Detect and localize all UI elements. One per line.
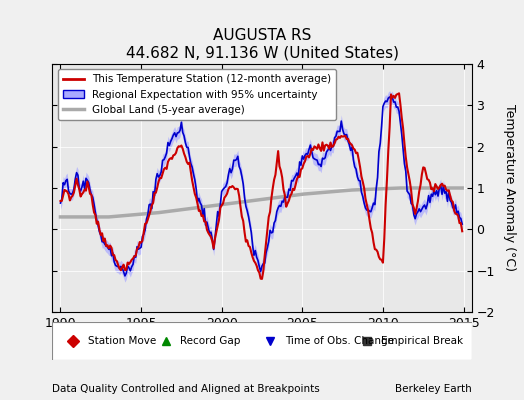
Legend: This Temperature Station (12-month average), Regional Expectation with 95% uncer: This Temperature Station (12-month avera… [58, 69, 336, 120]
Text: Empirical Break: Empirical Break [381, 336, 464, 346]
Text: Time of Obs. Change: Time of Obs. Change [285, 336, 394, 346]
Text: Data Quality Controlled and Aligned at Breakpoints: Data Quality Controlled and Aligned at B… [52, 384, 320, 394]
Title: AUGUSTA RS
44.682 N, 91.136 W (United States): AUGUSTA RS 44.682 N, 91.136 W (United St… [126, 28, 398, 60]
Text: Berkeley Earth: Berkeley Earth [395, 384, 472, 394]
Text: Station Move: Station Move [88, 336, 156, 346]
Y-axis label: Temperature Anomaly (°C): Temperature Anomaly (°C) [503, 104, 516, 272]
FancyBboxPatch shape [52, 322, 472, 360]
Text: Record Gap: Record Gap [180, 336, 241, 346]
